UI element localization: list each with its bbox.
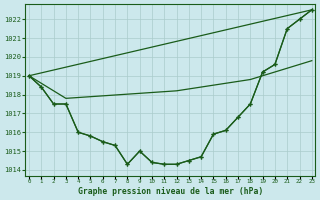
- X-axis label: Graphe pression niveau de la mer (hPa): Graphe pression niveau de la mer (hPa): [78, 187, 263, 196]
